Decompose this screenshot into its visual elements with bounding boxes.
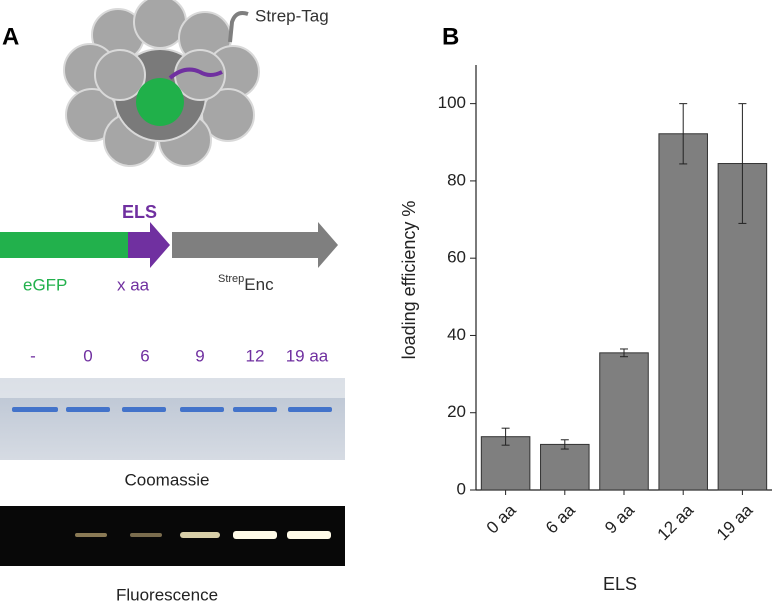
encapsulin-diagram — [63, 0, 260, 167]
panel-label: B — [442, 23, 459, 50]
els-label: ELS — [122, 202, 157, 222]
fluorescence-gel — [0, 506, 345, 566]
tag-label: Strep-Tag — [255, 6, 329, 25]
x-axis-label: ELS — [603, 574, 637, 594]
superscript: Strep — [218, 273, 244, 285]
lane-label: 9 — [195, 346, 204, 365]
x-tick-label: 12 aa — [654, 500, 698, 544]
error-bar — [738, 103, 747, 224]
lane-label: 6 — [140, 346, 149, 365]
x-tick-label: 9 aa — [601, 500, 638, 537]
x-tick-label: 6 aa — [542, 500, 579, 537]
y-tick-label: 20 — [447, 402, 466, 421]
bar — [540, 443, 590, 491]
gel-label: Coomassie — [124, 470, 209, 489]
x-tick-label: 0 aa — [483, 500, 520, 537]
lane-labels: - 0 6 9 12 19 aa — [30, 346, 329, 365]
y-tick-label: 40 — [447, 325, 466, 344]
gel-label: Fluorescence — [116, 585, 218, 604]
y-tick-label: 80 — [447, 170, 466, 189]
error-bar — [679, 103, 688, 165]
gene-label: x aa — [117, 275, 150, 294]
error-bar — [560, 439, 569, 450]
coomassie-gel — [0, 378, 345, 460]
lane-label: 19 aa — [286, 346, 329, 365]
lane-label: 0 — [83, 346, 92, 365]
lane-label: 12 — [246, 346, 265, 365]
panel-label: A — [2, 23, 19, 50]
gene-label: eGFP — [23, 275, 67, 294]
bar-chart: B loading efficiency % ELS 0 20 40 60 80 100 0… — [399, 23, 772, 594]
lane-label: - — [30, 346, 36, 365]
error-bar — [501, 427, 510, 446]
gene-construct — [0, 222, 338, 268]
x-tick-label: 19 aa — [713, 500, 757, 544]
bar — [658, 133, 708, 491]
error-bar — [620, 348, 628, 358]
enc-text: Enc — [244, 275, 274, 294]
y-tick-label: 0 — [457, 479, 466, 498]
bar — [599, 352, 649, 491]
y-tick-label: 100 — [438, 93, 466, 112]
y-axis-label: loading efficiency % — [399, 201, 419, 360]
enc-label: StrepEnc — [218, 273, 274, 295]
y-tick-label: 60 — [447, 248, 466, 267]
